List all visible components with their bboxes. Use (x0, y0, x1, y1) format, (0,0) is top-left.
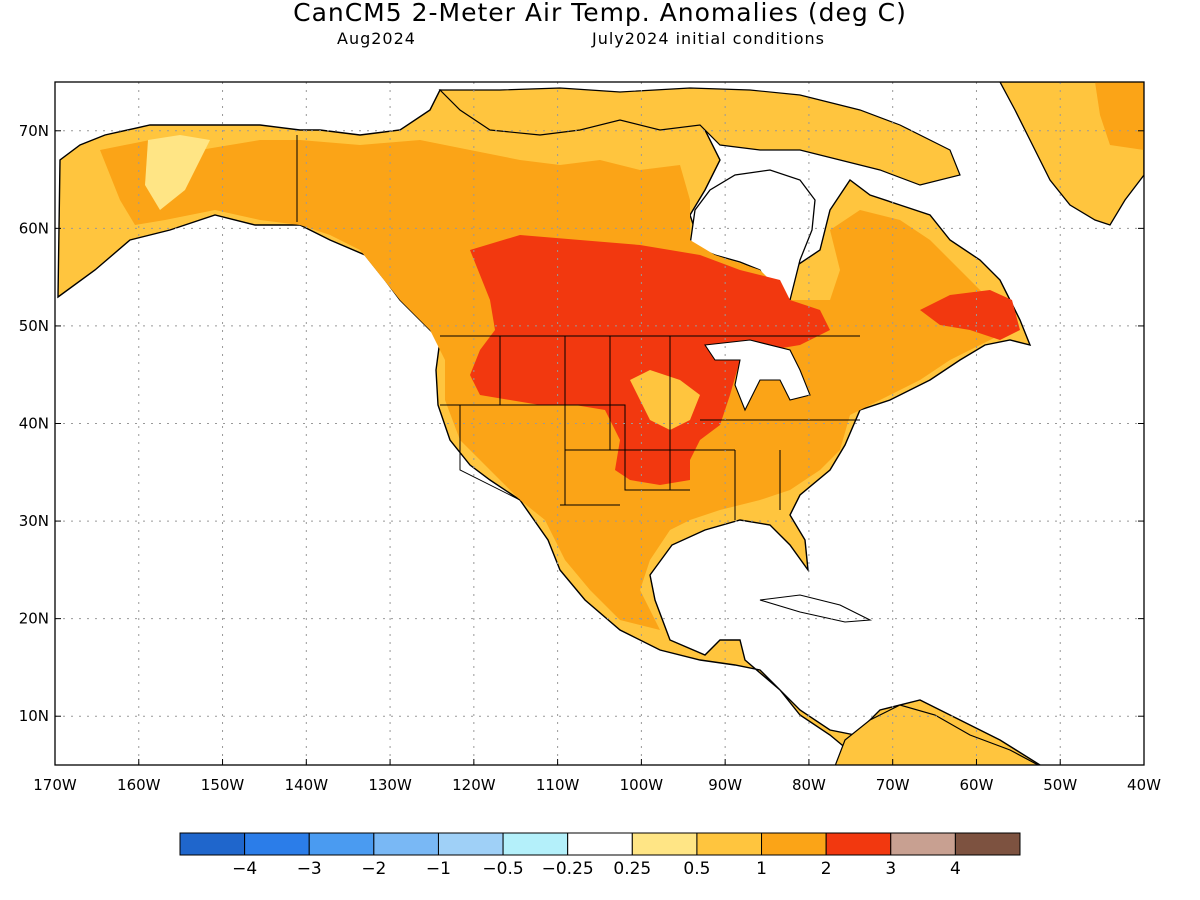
great-lakes (704, 339, 811, 412)
axis-ticks: 170W 160W 150W 140W 130W 120W 110W 100W 90W 80W 70… (19, 122, 1161, 794)
colorbar-swatch (567, 832, 633, 856)
colorbar-swatch (179, 832, 246, 856)
lat-tick-label: 50N (19, 317, 49, 335)
map-plot-area (55, 82, 1144, 765)
colorbar-swatch (437, 832, 504, 856)
colorbar-swatch (631, 832, 698, 856)
colorbar-label: −1 (426, 859, 451, 879)
lon-tick-label: 60W (960, 776, 994, 794)
political-boundaries (296, 135, 860, 520)
anomaly-05deg-alaska (145, 135, 210, 210)
colorbar-swatch (308, 832, 375, 856)
lat-tick-label: 60N (19, 219, 49, 237)
colorbar-label: 3 (885, 859, 896, 879)
colorbar-swatch (761, 832, 827, 856)
init-conditions-label: July2024 initial conditions (592, 29, 825, 48)
south-america (834, 704, 1040, 765)
lon-tick-label: 150W (201, 776, 245, 794)
hudson-bay (689, 169, 816, 301)
lat-tick-label: 10N (19, 707, 49, 725)
colorbar-label: −3 (297, 859, 322, 879)
lat-tick-label: 70N (19, 122, 49, 140)
colorbar-swatch (696, 832, 763, 856)
lon-tick-label: 100W (620, 776, 664, 794)
colorbar-swatch (244, 832, 310, 856)
colorbar-swatch (502, 832, 569, 856)
colorbar-label: −0.25 (542, 859, 594, 879)
colorbar-label: −4 (232, 859, 257, 879)
lon-tick-label: 170W (33, 776, 77, 794)
arctic-islands (438, 87, 961, 186)
lat-tick-label: 30N (19, 512, 49, 530)
cuba (759, 594, 873, 623)
lat-lon-grid (55, 82, 1144, 765)
colorbar-swatch (825, 832, 892, 856)
lon-tick-label: 130W (368, 776, 412, 794)
lon-tick-label: 160W (117, 776, 161, 794)
colorbar: −4 −3 −2 −1 −0.5 −0.25 0.25 0.5 1 2 3 4 (179, 832, 1021, 879)
colorbar-swatch (954, 832, 1021, 856)
lat-tick-label: 40N (19, 415, 49, 433)
colorbar-label: 4 (950, 859, 961, 879)
colorbar-label: −2 (361, 859, 386, 879)
colorbar-swatch (890, 832, 956, 856)
lon-tick-label: 110W (536, 776, 580, 794)
chart-title: CanCM5 2-Meter Air Temp. Anomalies (deg … (293, 0, 907, 27)
valid-month-label: Aug2024 (337, 29, 416, 48)
lon-tick-label: 40W (1127, 776, 1161, 794)
colorbar-swatch (373, 832, 439, 856)
anomaly-1deg-plains (630, 370, 700, 430)
lon-tick-label: 120W (452, 776, 496, 794)
lon-tick-label: 90W (708, 776, 742, 794)
colorbar-label: −0.5 (482, 859, 523, 879)
lon-tick-label: 80W (792, 776, 826, 794)
greenland-warm (1095, 82, 1144, 150)
lon-tick-label: 70W (876, 776, 910, 794)
colorbar-label: 0.25 (613, 859, 651, 879)
lat-tick-label: 20N (19, 610, 49, 628)
anomaly-3deg (470, 235, 830, 485)
lon-tick-label: 140W (285, 776, 329, 794)
anomaly-3deg-northeast (920, 290, 1020, 340)
lon-tick-label: 50W (1043, 776, 1077, 794)
colorbar-label: 1 (756, 859, 767, 879)
colorbar-label: 2 (821, 859, 832, 879)
colorbar-label: 0.5 (683, 859, 710, 879)
